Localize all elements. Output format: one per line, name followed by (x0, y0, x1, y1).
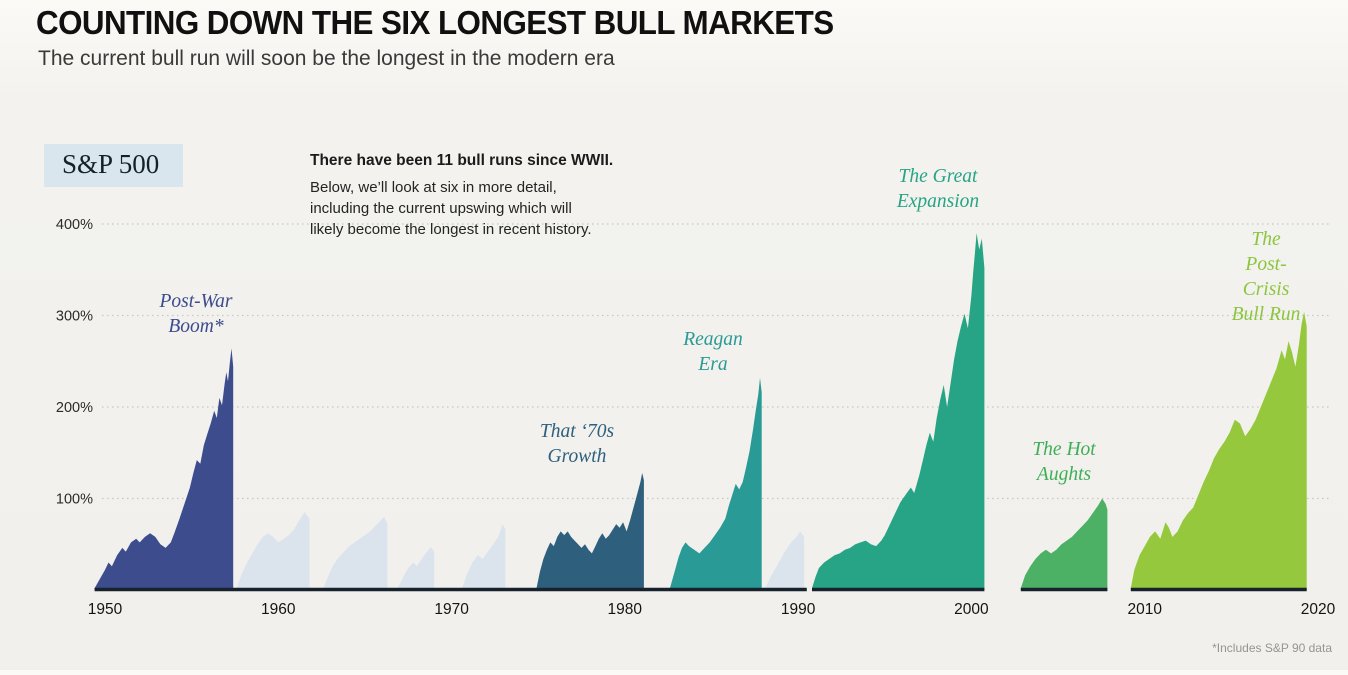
area-the-post-crisis-bull-run (1130, 311, 1307, 590)
page-subtitle: The current bull run will soon be the lo… (38, 47, 615, 70)
y-tick-100: 100% (56, 492, 93, 508)
area-minor-1966-1969 (397, 547, 435, 590)
annotation-headline: There have been 11 bull runs since WWII. (310, 152, 614, 169)
x-tick-1980: 1980 (608, 601, 643, 618)
x-tick-2000: 2000 (954, 601, 989, 618)
area-minor-1988-1990 (765, 531, 805, 590)
y-tick-400: 400% (56, 217, 93, 233)
area-the-great-expansion (812, 233, 985, 590)
page-title: COUNTING DOWN THE SIX LONGEST BULL MARKE… (36, 4, 834, 41)
area-the-hot-aughts (1020, 498, 1108, 590)
area-minor-1962-1966 (323, 516, 388, 590)
x-tick-1950: 1950 (88, 601, 123, 618)
x-tick-1970: 1970 (434, 601, 469, 618)
area-minor-1970-1973 (462, 524, 506, 590)
x-tick-2020: 2020 (1301, 601, 1336, 618)
annotation-body: Below, we’ll look at six in more detail,… (310, 179, 592, 238)
y-tick-200: 200% (56, 400, 93, 416)
area-minor-1957-1961 (236, 512, 310, 590)
area-post-war-boom (94, 348, 234, 590)
annotation-block: There have been 11 bull runs since WWII.… (310, 152, 690, 240)
area-that-70s-growth (536, 472, 644, 590)
x-tick-1960: 1960 (261, 601, 296, 618)
area-reagan-era (669, 377, 762, 590)
footnote: *Includes S&P 90 data (1212, 641, 1332, 655)
y-tick-300: 300% (56, 309, 93, 325)
sp500-badge: S&P 500 (44, 144, 184, 187)
x-tick-2010: 2010 (1127, 601, 1162, 618)
x-tick-1990: 1990 (781, 601, 816, 618)
